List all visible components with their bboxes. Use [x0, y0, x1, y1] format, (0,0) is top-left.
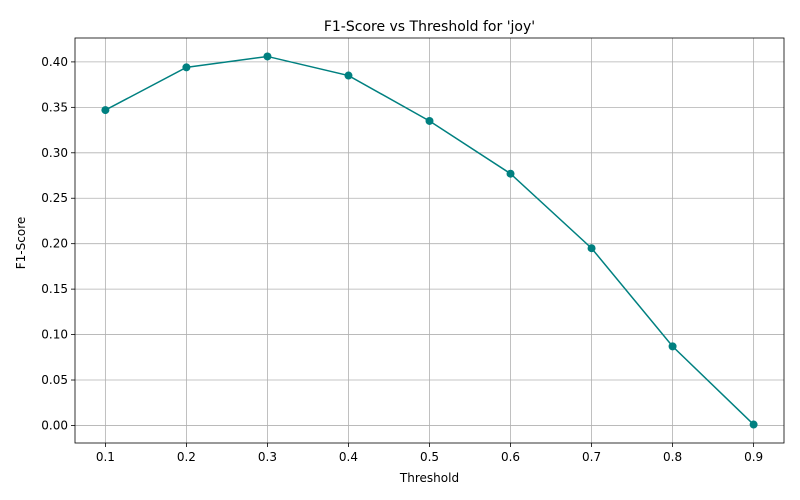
data-point-marker	[182, 63, 191, 72]
series-group	[101, 52, 758, 429]
x-tick-label: 0.6	[501, 450, 520, 464]
y-tick-label: 0.05	[41, 373, 68, 387]
y-tick-label: 0.00	[41, 418, 68, 432]
y-tick-label: 0.30	[41, 146, 68, 160]
data-point-marker	[263, 52, 272, 61]
x-tick-label: 0.7	[582, 450, 601, 464]
y-tick-label: 0.25	[41, 191, 68, 205]
y-ticks: 0.00 0.05 0.10 0.15 0.20 0.25 0.30 0.35 0.40	[41, 55, 75, 432]
grid	[75, 38, 784, 443]
y-tick-label: 0.10	[41, 328, 68, 342]
x-tick-label: 0.1	[96, 450, 115, 464]
x-tick-label: 0.9	[744, 450, 763, 464]
x-tick-label: 0.5	[420, 450, 439, 464]
data-point-marker	[101, 106, 110, 115]
y-tick-label: 0.20	[41, 237, 68, 251]
chart-title: F1-Score vs Threshold for 'joy'	[324, 19, 535, 35]
data-point-marker	[668, 342, 677, 351]
x-tick-label: 0.3	[258, 450, 277, 464]
data-point-marker	[506, 169, 515, 178]
y-tick-label: 0.15	[41, 282, 68, 296]
x-tick-label: 0.2	[177, 450, 196, 464]
y-axis-label: F1-Score	[14, 217, 28, 269]
data-point-marker	[587, 244, 596, 253]
x-tick-label: 0.4	[339, 450, 358, 464]
data-point-marker	[344, 71, 353, 80]
x-axis-label: Threshold	[399, 471, 459, 485]
x-tick-label: 0.8	[663, 450, 682, 464]
y-tick-label: 0.35	[41, 100, 68, 114]
y-tick-label: 0.40	[41, 55, 68, 69]
data-point-marker	[425, 116, 434, 125]
x-ticks: 0.1 0.2 0.3 0.4 0.5 0.6 0.7 0.8 0.9	[96, 443, 763, 464]
data-point-marker	[749, 420, 758, 429]
